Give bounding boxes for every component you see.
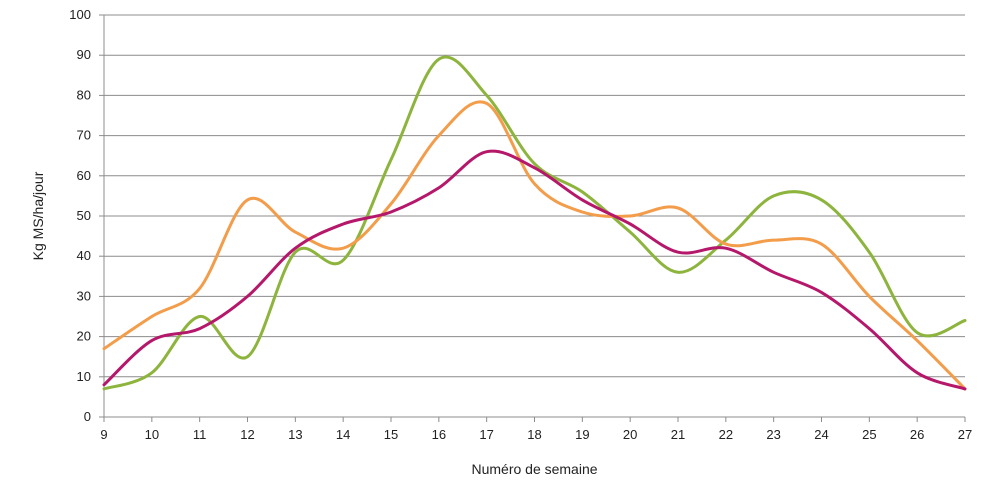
x-tick-label-17: 17 [479, 427, 493, 442]
y-tick-label-60: 60 [77, 168, 91, 183]
series-line-3 [102, 149, 967, 391]
x-tick-label-13: 13 [288, 427, 302, 442]
y-tick-label-70: 70 [77, 128, 91, 143]
axes [99, 14, 966, 422]
y-axis-title: Kg MS/ha/jour [30, 171, 46, 260]
x-tick-label-16: 16 [432, 427, 446, 442]
y-tick-label-20: 20 [77, 329, 91, 344]
x-tick-label-10: 10 [145, 427, 159, 442]
x-tick-label-20: 20 [623, 427, 637, 442]
x-tick-label-19: 19 [575, 427, 589, 442]
x-tick-label-11: 11 [193, 427, 207, 442]
x-tick-label-18: 18 [527, 427, 541, 442]
x-tick-label-27: 27 [958, 427, 972, 442]
y-tick-label-10: 10 [77, 369, 91, 384]
x-tick-label-22: 22 [719, 427, 733, 442]
x-tick-label-23: 23 [766, 427, 780, 442]
series-line-2 [102, 100, 967, 391]
x-tick-label-14: 14 [336, 427, 350, 442]
y-tick-label-40: 40 [77, 248, 91, 263]
series-line-1 [102, 55, 967, 391]
x-axis-title: Numéro de semaine [471, 461, 597, 477]
series-layer [102, 55, 967, 391]
y-tick-label-100: 100 [69, 7, 91, 22]
y-tick-label-90: 90 [77, 47, 91, 62]
y-tick-label-50: 50 [77, 208, 91, 223]
y-tick-label-0: 0 [84, 409, 91, 424]
x-tick-label-15: 15 [384, 427, 398, 442]
x-tick-label-21: 21 [671, 427, 685, 442]
x-tick-label-24: 24 [814, 427, 828, 442]
x-tick-label-12: 12 [240, 427, 254, 442]
x-tick-label-25: 25 [862, 427, 876, 442]
x-tick-label-9: 9 [100, 427, 107, 442]
y-tick-label-80: 80 [77, 87, 91, 102]
tick-labels: 0 10 20 30 40 50 60 70 80 90 100 9 10 11 12 13 14 15 16 17 1… [69, 7, 972, 442]
grid-lines [104, 14, 965, 378]
y-tick-label-30: 30 [77, 288, 91, 303]
x-tick-label-26: 26 [910, 427, 924, 442]
